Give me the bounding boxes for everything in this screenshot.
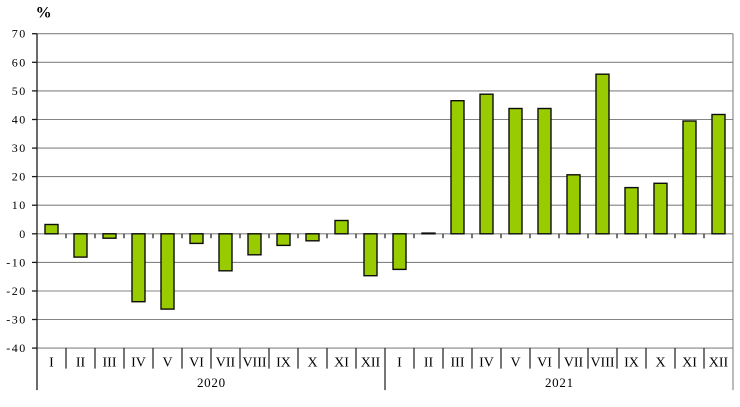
svg-text:III: III bbox=[451, 356, 465, 371]
svg-text:VII: VII bbox=[216, 356, 236, 371]
svg-text:IX: IX bbox=[624, 356, 639, 371]
svg-text:20: 20 bbox=[12, 170, 27, 184]
svg-text:XII: XII bbox=[709, 356, 729, 371]
svg-text:II: II bbox=[76, 356, 86, 371]
svg-text:2021: 2021 bbox=[545, 375, 574, 390]
svg-text:X: X bbox=[307, 356, 317, 371]
svg-text:I: I bbox=[397, 356, 402, 371]
svg-text:70: 70 bbox=[12, 27, 27, 41]
svg-text:2020: 2020 bbox=[197, 375, 226, 390]
svg-text:VIII: VIII bbox=[242, 356, 266, 371]
svg-text:VI: VI bbox=[537, 356, 552, 371]
svg-text:I: I bbox=[49, 356, 54, 371]
svg-text:X: X bbox=[655, 356, 665, 371]
svg-text:0: 0 bbox=[19, 227, 27, 241]
svg-text:40: 40 bbox=[12, 113, 27, 127]
svg-text:IV: IV bbox=[131, 356, 146, 371]
svg-text:XI: XI bbox=[334, 356, 349, 371]
svg-text:V: V bbox=[510, 356, 520, 371]
svg-text:IX: IX bbox=[276, 356, 291, 371]
svg-text:VIII: VIII bbox=[590, 356, 614, 371]
svg-text:%: % bbox=[36, 5, 52, 22]
svg-text:III: III bbox=[103, 356, 117, 371]
svg-text:30: 30 bbox=[12, 141, 27, 155]
svg-text:-40: -40 bbox=[6, 341, 27, 355]
svg-text:II: II bbox=[424, 356, 434, 371]
svg-text:XII: XII bbox=[361, 356, 381, 371]
svg-text:VI: VI bbox=[189, 356, 204, 371]
svg-text:XI: XI bbox=[682, 356, 697, 371]
svg-text:IV: IV bbox=[479, 356, 494, 371]
svg-text:50: 50 bbox=[12, 84, 27, 98]
svg-text:V: V bbox=[162, 356, 172, 371]
svg-text:-30: -30 bbox=[6, 313, 27, 327]
svg-text:60: 60 bbox=[12, 55, 27, 69]
svg-text:-20: -20 bbox=[6, 284, 27, 298]
svg-text:10: 10 bbox=[12, 198, 27, 212]
svg-text:-10: -10 bbox=[6, 255, 27, 269]
svg-text:VII: VII bbox=[564, 356, 584, 371]
